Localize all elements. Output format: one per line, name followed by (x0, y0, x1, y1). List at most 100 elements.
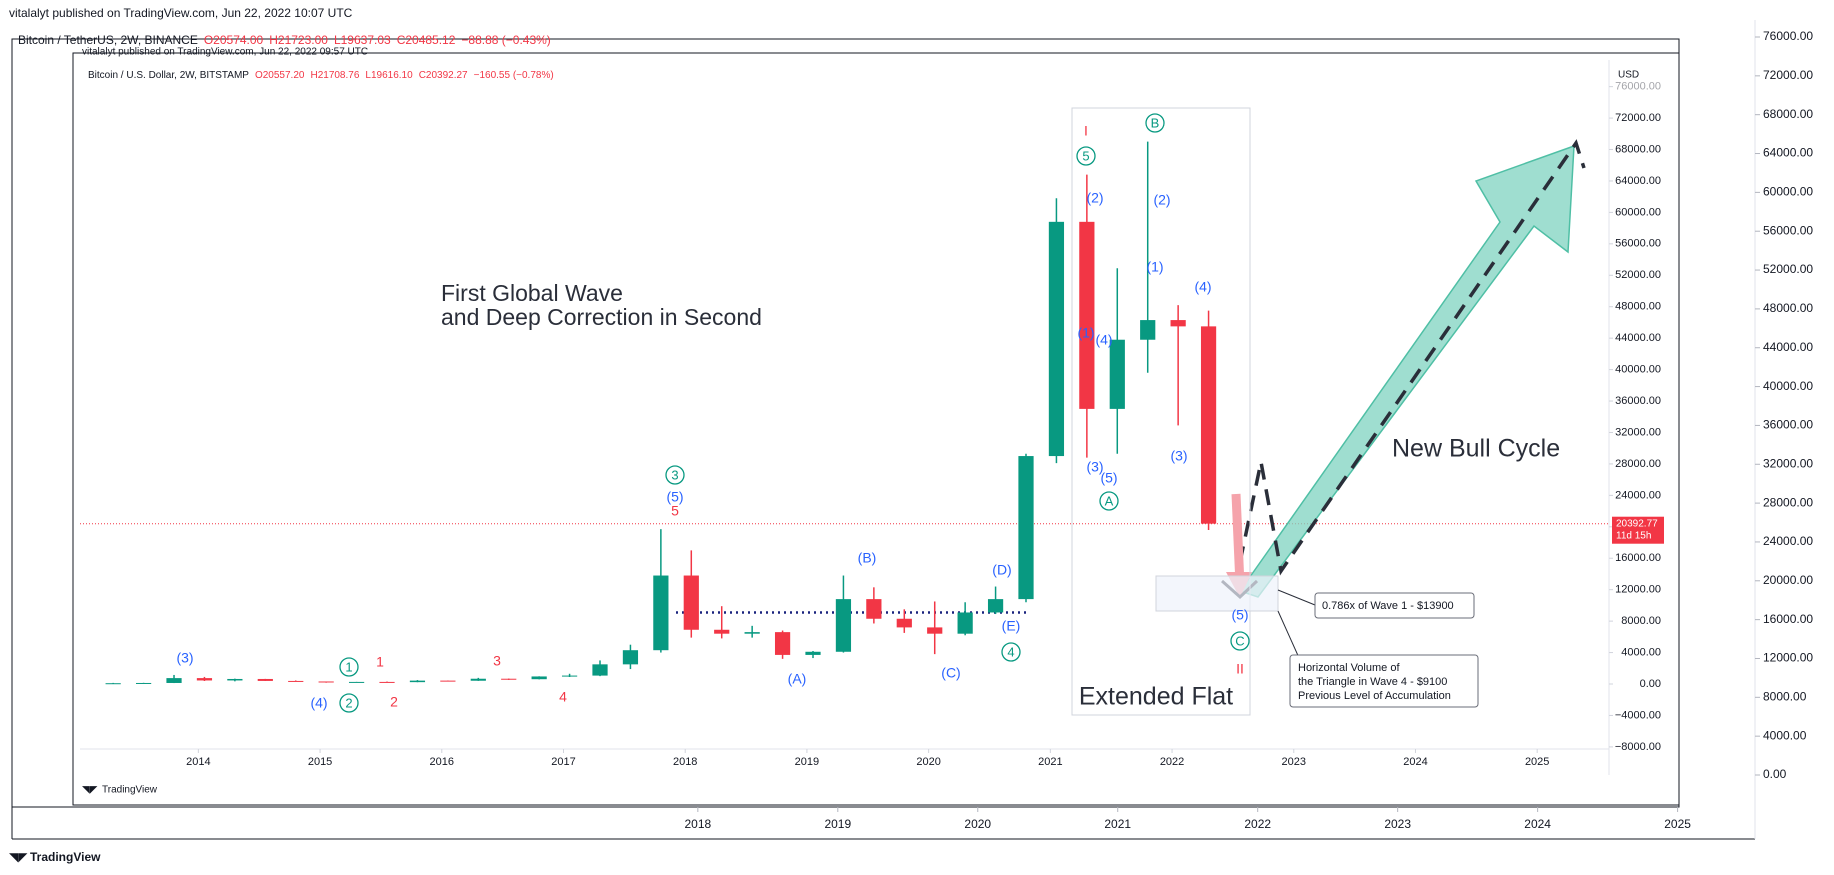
y-tick-label: 28000.00 (1763, 495, 1813, 509)
y-tick-label: 12000.00 (1615, 584, 1661, 596)
wave-label: (C) (941, 665, 960, 681)
wave-label: B (1151, 115, 1160, 130)
y-tick-label: 4000.00 (1621, 646, 1661, 658)
decline-arrow (1231, 493, 1245, 586)
candle-body (774, 632, 791, 655)
last-price-label: 20392.77 (1616, 518, 1658, 529)
x-tick-label: 2019 (824, 817, 851, 831)
watermark-mark: ◥◤ (82, 785, 98, 796)
chart-annotation-title: First Global Wave (441, 280, 623, 306)
x-tick-label: 2023 (1384, 817, 1411, 831)
x-tick-label: 2018 (684, 817, 711, 831)
symbol-part: L19616.10 (365, 70, 413, 81)
wave-label: (1) (1077, 325, 1094, 341)
y-tick-label: 4000.00 (1763, 728, 1807, 742)
watermark: TradingView (102, 785, 158, 796)
wave-label: (B) (858, 550, 877, 566)
x-tick-label: 2025 (1525, 756, 1549, 768)
y-tick-label: 36000.00 (1615, 395, 1661, 407)
y-tick-label: 76000.00 (1615, 81, 1661, 93)
chart-annotation-title: and Deep Correction in Second (441, 304, 762, 330)
candle-body (348, 681, 365, 683)
chart-annotation-title: Extended Flat (1079, 683, 1233, 711)
candle-body (105, 683, 121, 685)
x-tick-label: 2017 (551, 756, 575, 768)
callout-box (1314, 592, 1475, 619)
wave-label: (1) (1146, 259, 1163, 275)
x-tick-label: 2023 (1282, 756, 1306, 768)
y-tick-label: 60000.00 (1763, 185, 1813, 199)
candle-body (927, 627, 943, 634)
wave-label: 5 (1082, 148, 1089, 163)
wave-circle (339, 693, 359, 713)
wave-label: (5) (1231, 607, 1248, 623)
candle-body (196, 678, 213, 681)
candle-body (1109, 339, 1125, 409)
candle-body (805, 651, 821, 655)
symbol-part: C20485.12 (397, 33, 456, 47)
candle-body (744, 632, 760, 634)
candle-body (227, 678, 243, 681)
y-tick-label: 64000.00 (1615, 175, 1661, 187)
wave-label: II (1236, 661, 1244, 677)
y-tick-label: 20000.00 (1763, 573, 1813, 587)
candle-body (592, 664, 608, 676)
wave-label: A (1105, 493, 1114, 508)
wave-circle (1145, 113, 1165, 133)
x-tick-label: 2019 (795, 756, 819, 768)
wave-circle (665, 465, 685, 485)
callout-text: Horizontal Volume of (1298, 662, 1400, 674)
candle-body (166, 678, 182, 683)
wave-circle (1230, 631, 1250, 651)
x-tick-label: 2016 (430, 756, 454, 768)
x-tick-label: 2020 (964, 817, 991, 831)
inner-published: vitalalyt published on TradingView.com, … (82, 47, 368, 58)
callout-leader (1277, 589, 1316, 606)
wave-label: 3 (493, 653, 501, 669)
candle-body (896, 618, 912, 628)
target-zone (1155, 575, 1279, 612)
wave-label: (3) (1086, 459, 1103, 475)
wave-label: 4 (559, 689, 567, 705)
y-tick-label: 60000.00 (1615, 206, 1661, 218)
wave-label: (3) (1170, 448, 1187, 464)
publish-header: vitalalyt published on TradingView.com, … (9, 6, 353, 20)
wave-circle (1001, 642, 1021, 662)
y-tick-label: 52000.00 (1615, 269, 1661, 281)
y-tick-label: −4000.00 (1615, 709, 1661, 721)
candle-body (1140, 320, 1156, 340)
x-tick-label: 2022 (1160, 756, 1184, 768)
wave-label: (3) (176, 650, 193, 666)
x-tick-label: 2021 (1104, 817, 1131, 831)
wave-label: (5) (1100, 470, 1117, 486)
x-tick-label: 2020 (916, 756, 940, 768)
wave-label: (5) (666, 489, 683, 505)
y-tick-label: 24000.00 (1763, 534, 1813, 548)
candle-body (683, 575, 699, 630)
wave-label: (2) (1086, 190, 1103, 206)
extended-flat-box (1071, 107, 1251, 716)
y-tick-label: 68000.00 (1763, 107, 1813, 121)
footer-logo: TradingView (30, 850, 101, 864)
candle-body (531, 676, 547, 680)
candle-body (440, 680, 456, 682)
symbol-part: H21723.00 (269, 33, 328, 47)
wave-label: (4) (1095, 332, 1112, 348)
wave-circle (1076, 146, 1096, 166)
y-tick-label: 72000.00 (1615, 112, 1661, 124)
symbol-line: Bitcoin / TetherUS, 2W, BINANCE O20574.00… (18, 33, 551, 47)
x-tick-label: 2024 (1403, 756, 1427, 768)
callout-text: Previous Level of Accumulation (1298, 690, 1451, 702)
y-tick-label: 36000.00 (1763, 418, 1813, 432)
symbol-part: L19637.03 (334, 33, 391, 47)
symbol-part: −160.55 (−0.78%) (474, 70, 554, 81)
wave-label: (E) (1002, 618, 1021, 634)
wave-label: 2 (390, 694, 398, 710)
symbol-part: H21708.76 (310, 70, 359, 81)
x-tick-label: 2014 (186, 756, 210, 768)
x-tick-label: 2018 (673, 756, 697, 768)
wave-label: (4) (310, 695, 327, 711)
x-tick-label: 2015 (308, 756, 332, 768)
y-tick-label: 32000.00 (1763, 456, 1813, 470)
callout-text: 0.786x of Wave 1 - $13900 (1322, 600, 1454, 612)
